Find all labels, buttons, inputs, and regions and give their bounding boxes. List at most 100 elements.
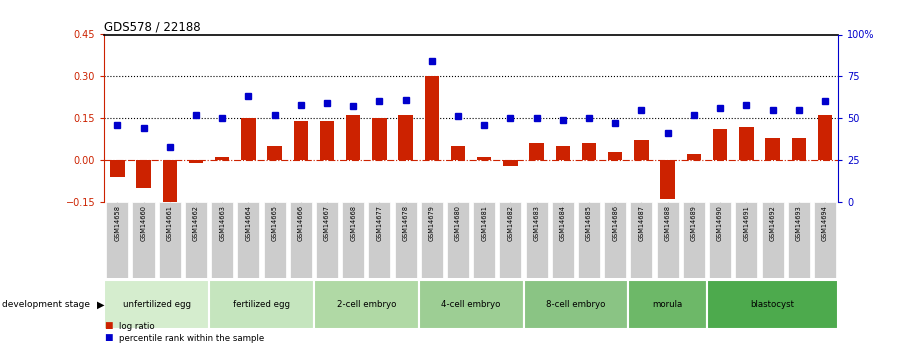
FancyBboxPatch shape bbox=[524, 280, 629, 328]
FancyBboxPatch shape bbox=[629, 280, 707, 328]
Text: GSM14661: GSM14661 bbox=[167, 205, 173, 241]
Text: percentile rank within the sample: percentile rank within the sample bbox=[119, 334, 264, 343]
Text: GSM14693: GSM14693 bbox=[795, 205, 802, 240]
Text: GSM14684: GSM14684 bbox=[560, 205, 566, 241]
Bar bbox=[111, 160, 124, 177]
Text: ▶: ▶ bbox=[97, 299, 104, 309]
FancyBboxPatch shape bbox=[342, 202, 364, 278]
FancyBboxPatch shape bbox=[104, 280, 209, 328]
Bar bbox=[399, 115, 413, 160]
Bar bbox=[267, 146, 282, 160]
Text: GSM14694: GSM14694 bbox=[822, 205, 828, 241]
Bar bbox=[451, 146, 465, 160]
FancyBboxPatch shape bbox=[369, 202, 390, 278]
Bar bbox=[241, 118, 255, 160]
FancyBboxPatch shape bbox=[787, 202, 810, 278]
FancyBboxPatch shape bbox=[237, 202, 259, 278]
Bar bbox=[503, 160, 517, 166]
Text: GSM14685: GSM14685 bbox=[586, 205, 592, 241]
Text: GSM14663: GSM14663 bbox=[219, 205, 225, 241]
Bar bbox=[294, 121, 308, 160]
FancyBboxPatch shape bbox=[736, 202, 757, 278]
Text: GSM14687: GSM14687 bbox=[639, 205, 644, 241]
Bar bbox=[634, 140, 649, 160]
Bar bbox=[372, 118, 387, 160]
Text: GDS578 / 22188: GDS578 / 22188 bbox=[104, 20, 201, 33]
Bar bbox=[346, 115, 361, 160]
Bar bbox=[136, 160, 150, 188]
FancyBboxPatch shape bbox=[290, 202, 312, 278]
FancyBboxPatch shape bbox=[132, 202, 155, 278]
Bar bbox=[215, 157, 229, 160]
FancyBboxPatch shape bbox=[211, 202, 233, 278]
Text: GSM14667: GSM14667 bbox=[324, 205, 330, 241]
Text: blastocyst: blastocyst bbox=[750, 300, 795, 309]
FancyBboxPatch shape bbox=[657, 202, 679, 278]
Text: 8-cell embryo: 8-cell embryo bbox=[546, 300, 605, 309]
FancyBboxPatch shape bbox=[552, 202, 573, 278]
Text: GSM14664: GSM14664 bbox=[246, 205, 251, 241]
FancyBboxPatch shape bbox=[316, 202, 338, 278]
Text: GSM14660: GSM14660 bbox=[140, 205, 147, 241]
Text: GSM14658: GSM14658 bbox=[114, 205, 120, 241]
Text: GSM14692: GSM14692 bbox=[769, 205, 776, 241]
Text: 4-cell embryo: 4-cell embryo bbox=[441, 300, 501, 309]
Text: GSM14683: GSM14683 bbox=[534, 205, 540, 241]
Text: unfertilized egg: unfertilized egg bbox=[122, 300, 190, 309]
FancyBboxPatch shape bbox=[313, 280, 419, 328]
Text: 2-cell embryo: 2-cell embryo bbox=[337, 300, 396, 309]
Text: ■: ■ bbox=[104, 333, 112, 342]
Bar bbox=[582, 143, 596, 160]
Bar bbox=[529, 143, 544, 160]
FancyBboxPatch shape bbox=[631, 202, 652, 278]
FancyBboxPatch shape bbox=[814, 202, 836, 278]
Text: GSM14690: GSM14690 bbox=[718, 205, 723, 241]
FancyBboxPatch shape bbox=[604, 202, 626, 278]
FancyBboxPatch shape bbox=[447, 202, 469, 278]
FancyBboxPatch shape bbox=[707, 280, 838, 328]
FancyBboxPatch shape bbox=[395, 202, 417, 278]
Text: GSM14666: GSM14666 bbox=[298, 205, 304, 241]
FancyBboxPatch shape bbox=[106, 202, 129, 278]
FancyBboxPatch shape bbox=[473, 202, 496, 278]
Text: log ratio: log ratio bbox=[119, 322, 154, 331]
FancyBboxPatch shape bbox=[209, 280, 313, 328]
FancyBboxPatch shape bbox=[709, 202, 731, 278]
Bar bbox=[687, 155, 701, 160]
Text: GSM14678: GSM14678 bbox=[402, 205, 409, 241]
FancyBboxPatch shape bbox=[264, 202, 285, 278]
Bar bbox=[608, 151, 622, 160]
FancyBboxPatch shape bbox=[185, 202, 207, 278]
Bar bbox=[766, 138, 780, 160]
FancyBboxPatch shape bbox=[419, 280, 524, 328]
Text: fertilized egg: fertilized egg bbox=[233, 300, 290, 309]
FancyBboxPatch shape bbox=[578, 202, 600, 278]
Bar bbox=[792, 138, 806, 160]
Text: GSM14681: GSM14681 bbox=[481, 205, 487, 241]
Bar bbox=[477, 157, 491, 160]
Text: GSM14686: GSM14686 bbox=[612, 205, 618, 241]
Text: GSM14689: GSM14689 bbox=[691, 205, 697, 241]
FancyBboxPatch shape bbox=[762, 202, 784, 278]
Bar bbox=[739, 127, 754, 160]
Text: morula: morula bbox=[652, 300, 683, 309]
Bar bbox=[425, 76, 439, 160]
Text: GSM14680: GSM14680 bbox=[455, 205, 461, 241]
Bar bbox=[188, 160, 203, 163]
FancyBboxPatch shape bbox=[525, 202, 547, 278]
Text: GSM14691: GSM14691 bbox=[743, 205, 749, 240]
Text: GSM14668: GSM14668 bbox=[351, 205, 356, 241]
Bar bbox=[320, 121, 334, 160]
Bar bbox=[162, 160, 177, 213]
Text: ■: ■ bbox=[104, 321, 112, 330]
Bar bbox=[818, 115, 832, 160]
FancyBboxPatch shape bbox=[420, 202, 443, 278]
Bar bbox=[555, 146, 570, 160]
FancyBboxPatch shape bbox=[159, 202, 180, 278]
Text: GSM14682: GSM14682 bbox=[507, 205, 514, 241]
Bar bbox=[713, 129, 728, 160]
Text: GSM14662: GSM14662 bbox=[193, 205, 199, 241]
Text: GSM14677: GSM14677 bbox=[376, 205, 382, 241]
Text: GSM14665: GSM14665 bbox=[272, 205, 277, 241]
FancyBboxPatch shape bbox=[683, 202, 705, 278]
